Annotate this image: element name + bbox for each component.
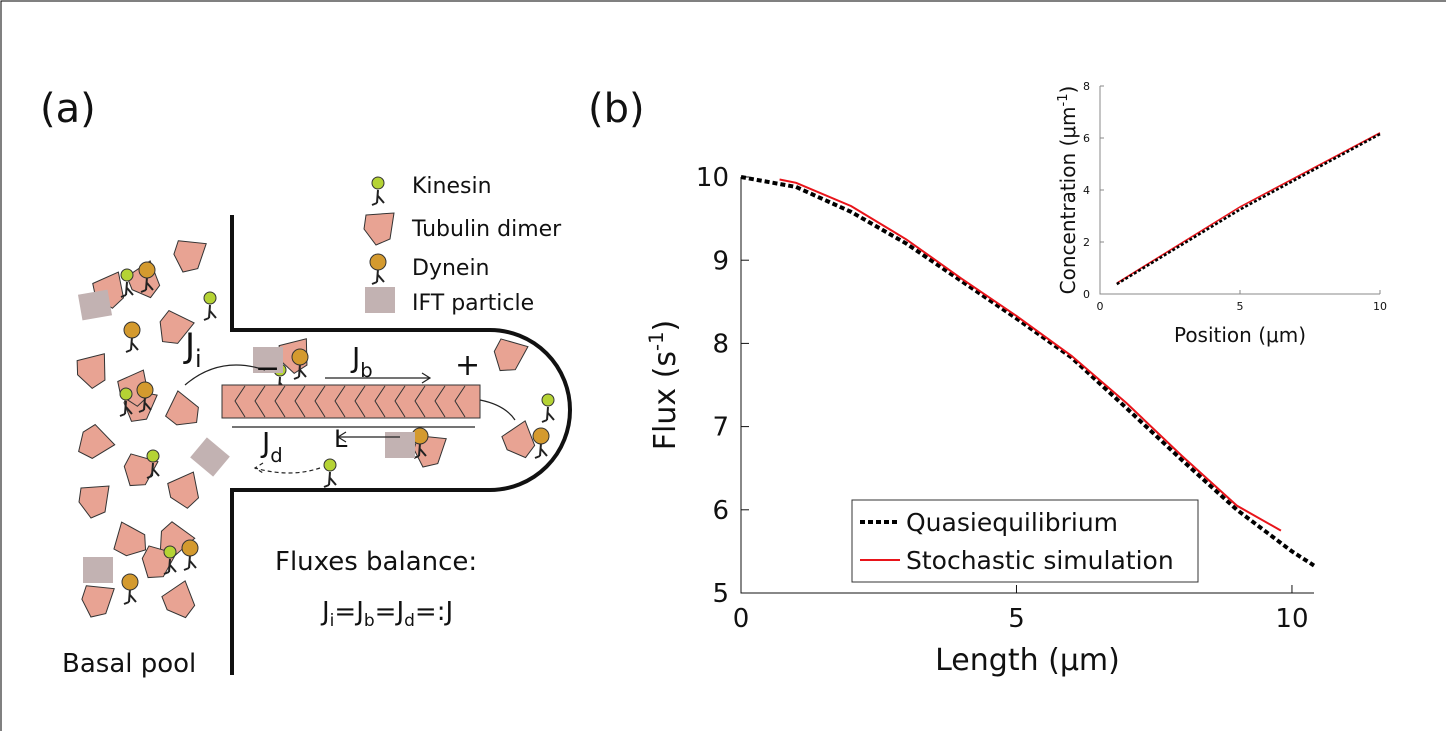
y-label-text: Concentration (μm xyxy=(1056,106,1080,294)
y-tick-label: 10 xyxy=(696,163,729,193)
dynein xyxy=(182,540,198,556)
pool-label: Basal pool xyxy=(62,649,196,679)
y-tick-label: 4 xyxy=(1083,184,1090,197)
y-tick-label: 8 xyxy=(1083,80,1090,93)
eq-part: =J xyxy=(334,597,363,627)
y-tick-label: 6 xyxy=(1083,132,1090,145)
length-label: L xyxy=(334,425,348,453)
kinesin xyxy=(164,546,176,558)
flux-symbol: J xyxy=(183,326,195,366)
x-tick-label: 0 xyxy=(1097,300,1104,313)
dynein xyxy=(124,322,140,338)
dynein xyxy=(533,428,549,444)
legend-label: Quasiequilibrium xyxy=(906,508,1118,537)
x-axis-label: Length (μm) xyxy=(935,643,1120,678)
ift-particle xyxy=(83,557,113,583)
legend-label: Kinesin xyxy=(412,174,492,199)
kinesin xyxy=(372,177,384,189)
y-label-end: ) xyxy=(648,320,683,332)
dynein xyxy=(122,574,138,590)
panel-label: (a) xyxy=(40,86,96,132)
x-axis-label: Position (μm) xyxy=(1174,323,1306,347)
legend-label: Dynein xyxy=(412,256,490,281)
y-tick-label: 9 xyxy=(712,246,729,276)
ift-particle xyxy=(385,432,415,458)
kinesin xyxy=(121,269,133,281)
y-label-sup: -1 xyxy=(1056,93,1071,106)
x-tick-label: 0 xyxy=(733,604,750,634)
y-tick-label: 0 xyxy=(1083,288,1090,301)
kinesin xyxy=(204,292,216,304)
balance-equation: Ji=Jb=Jd=:J xyxy=(320,597,453,631)
background xyxy=(0,0,1446,731)
eq-part: J xyxy=(320,597,330,627)
dynein xyxy=(370,254,386,270)
legend-label: Stochastic simulation xyxy=(906,546,1174,575)
minus-end: − xyxy=(255,351,280,386)
flux-symbol: J xyxy=(260,426,270,459)
x-tick-label: 10 xyxy=(1275,604,1308,634)
flux-symbol: J xyxy=(350,341,360,374)
y-tick-label: 2 xyxy=(1083,236,1090,249)
y-label-end: ) xyxy=(1056,86,1080,94)
dynein xyxy=(137,382,153,398)
eq-subscript: d xyxy=(404,611,415,631)
plus-end: + xyxy=(455,348,480,383)
x-tick-label: 5 xyxy=(1237,300,1244,313)
y-tick-label: 6 xyxy=(712,496,729,526)
x-tick-label: 10 xyxy=(1373,300,1387,313)
microtubule xyxy=(222,385,480,418)
y-axis-label: Concentration (μm-1) xyxy=(1056,86,1080,295)
flux-subscript: b xyxy=(360,359,372,382)
ift-particle xyxy=(365,287,395,313)
dynein xyxy=(292,349,308,365)
y-label-text: Flux (s xyxy=(648,351,683,450)
kinesin xyxy=(147,450,159,462)
kinesin xyxy=(324,459,336,471)
flux-subscript: i xyxy=(195,345,202,373)
x-tick-label: 5 xyxy=(1008,604,1025,634)
y-label-sup: -1 xyxy=(645,332,668,351)
eq-part: =:J xyxy=(415,597,453,627)
legend-label: IFT particle xyxy=(412,291,534,316)
flux-subscript: d xyxy=(270,444,282,467)
legend-label: Tubulin dimer xyxy=(411,217,562,242)
dynein xyxy=(139,262,155,278)
panel-label: (b) xyxy=(588,86,645,132)
figure: (a) (b) Kinesin Tubulin dimer Dynein IFT pa… xyxy=(0,0,1447,731)
kinesin xyxy=(120,388,132,400)
eq-part: =J xyxy=(375,597,404,627)
kinesin xyxy=(542,394,554,406)
y-tick-label: 8 xyxy=(712,330,729,360)
y-tick-label: 7 xyxy=(712,413,729,443)
eq-subscript: b xyxy=(364,611,375,631)
ift-particle xyxy=(78,290,112,321)
balance-title: Fluxes balance: xyxy=(275,547,477,577)
y-tick-label: 5 xyxy=(712,579,729,609)
